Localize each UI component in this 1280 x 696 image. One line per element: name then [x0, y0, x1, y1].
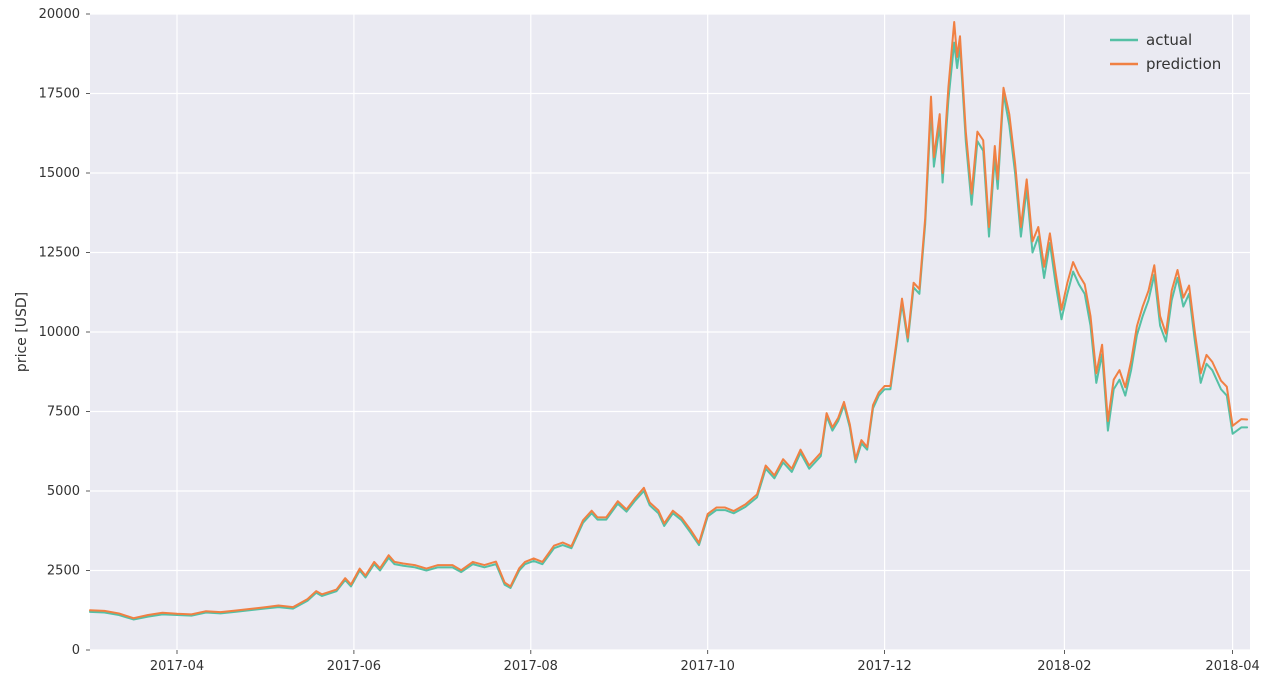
legend-label-actual: actual	[1146, 31, 1192, 49]
y-axis-label: price [USD]	[14, 292, 30, 372]
y-tick-label: 7500	[47, 405, 80, 420]
y-tick-label: 5000	[47, 484, 80, 499]
x-tick-label: 2017-12	[857, 659, 911, 674]
price-chart: 0 2500 5000 7500 10000 12500 15000 17500 20000 20…	[0, 0, 1280, 696]
x-tick-label: 2017-08	[504, 659, 558, 674]
x-tick-label: 2018-02	[1037, 659, 1091, 674]
legend-label-prediction: prediction	[1146, 55, 1221, 73]
y-tick-label: 2500	[47, 564, 80, 579]
y-tick-label: 12500	[39, 246, 80, 261]
x-tick-label: 2017-10	[681, 659, 735, 674]
x-tick-label: 2017-04	[150, 659, 204, 674]
y-tick-label: 0	[72, 643, 80, 658]
y-tick-label: 20000	[39, 7, 80, 22]
y-tick-label: 10000	[39, 325, 80, 340]
y-tick-label: 17500	[39, 87, 80, 102]
x-tick-label: 2017-06	[327, 659, 381, 674]
y-tick-label: 15000	[39, 166, 80, 181]
x-tick-label: 2018-04	[1205, 659, 1259, 674]
chart-svg: 0 2500 5000 7500 10000 12500 15000 17500 20000 20…	[0, 0, 1280, 696]
